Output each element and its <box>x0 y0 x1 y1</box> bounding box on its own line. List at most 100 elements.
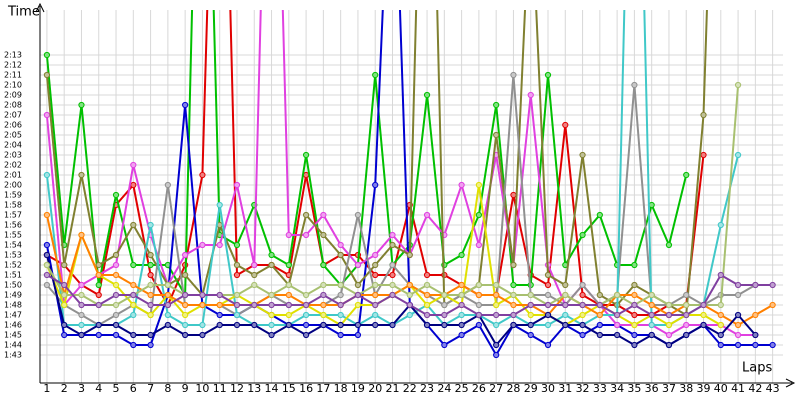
point <box>717 271 724 279</box>
y-tick-label: 2:07 <box>4 111 22 120</box>
point <box>112 271 120 279</box>
point <box>752 311 759 319</box>
x-tick-label: 23 <box>420 382 434 395</box>
point <box>78 311 85 319</box>
point <box>95 331 102 339</box>
point <box>458 291 465 299</box>
point <box>43 51 51 59</box>
point <box>510 311 517 319</box>
point <box>372 271 379 279</box>
point <box>372 71 379 79</box>
point <box>302 211 310 219</box>
point <box>302 291 310 299</box>
x-tick-label: 12 <box>230 382 244 395</box>
point <box>112 281 120 289</box>
point <box>43 241 51 249</box>
point <box>406 281 413 289</box>
point <box>458 281 465 289</box>
point <box>544 321 552 329</box>
point <box>372 321 379 329</box>
point <box>734 321 742 329</box>
y-tick-label: 2:04 <box>4 141 22 150</box>
point <box>510 281 517 289</box>
y-tick-label: 1:50 <box>4 281 22 290</box>
point <box>216 241 223 249</box>
point <box>233 311 241 319</box>
point <box>61 291 68 299</box>
point <box>182 331 189 339</box>
point <box>769 281 776 289</box>
point <box>527 321 534 329</box>
point <box>268 331 275 339</box>
point <box>493 351 500 359</box>
y-axis-label: Time <box>7 5 40 20</box>
point <box>182 101 189 109</box>
point <box>665 321 673 329</box>
x-tick-label: 22 <box>403 382 417 395</box>
point <box>130 181 137 189</box>
point <box>406 291 413 299</box>
point <box>268 291 275 299</box>
point <box>182 321 189 329</box>
point <box>475 301 482 309</box>
point <box>130 291 137 299</box>
point <box>423 321 431 329</box>
point <box>614 291 621 299</box>
point <box>43 111 51 119</box>
point <box>389 271 396 279</box>
point <box>700 151 707 159</box>
y-tick-label: 1:43 <box>4 351 22 360</box>
point <box>406 311 413 319</box>
point <box>112 191 120 199</box>
point <box>320 211 327 219</box>
point <box>372 261 379 269</box>
point <box>631 341 638 349</box>
point <box>147 261 154 269</box>
point <box>43 281 51 289</box>
point <box>579 231 586 239</box>
point <box>648 301 655 309</box>
point <box>717 221 724 229</box>
point <box>527 91 534 99</box>
y-tick-label: 2:13 <box>4 51 22 60</box>
x-tick-label: 19 <box>351 382 365 395</box>
point <box>510 71 517 79</box>
point <box>527 331 534 339</box>
point <box>78 101 85 109</box>
x-tick-label: 15 <box>282 382 296 395</box>
y-tick-label: 1:47 <box>4 311 22 320</box>
point <box>769 301 776 309</box>
point <box>631 321 638 329</box>
point <box>216 201 223 209</box>
point <box>579 311 586 319</box>
point <box>544 281 552 289</box>
y-tick-label: 2:02 <box>4 161 22 170</box>
point <box>596 211 603 219</box>
point <box>423 91 431 99</box>
point <box>182 251 189 259</box>
y-tick-label: 1:58 <box>4 201 22 210</box>
point <box>631 261 638 269</box>
point <box>423 311 431 319</box>
point <box>562 301 569 309</box>
x-tick-label: 4 <box>95 382 102 395</box>
point <box>337 281 344 289</box>
x-tick-label: 41 <box>731 382 745 395</box>
point <box>147 341 154 349</box>
point <box>423 301 431 309</box>
point <box>233 271 241 279</box>
point <box>510 261 517 269</box>
y-tick-label: 2:11 <box>4 71 22 80</box>
point <box>683 171 690 179</box>
x-tick-label: 10 <box>195 382 209 395</box>
point <box>683 321 690 329</box>
point <box>752 341 759 349</box>
point <box>130 331 137 339</box>
point <box>337 301 344 309</box>
point <box>717 311 724 319</box>
point <box>475 321 482 329</box>
y-tick-label: 1:56 <box>4 221 22 230</box>
point <box>665 311 673 319</box>
point <box>285 311 292 319</box>
point <box>302 331 310 339</box>
